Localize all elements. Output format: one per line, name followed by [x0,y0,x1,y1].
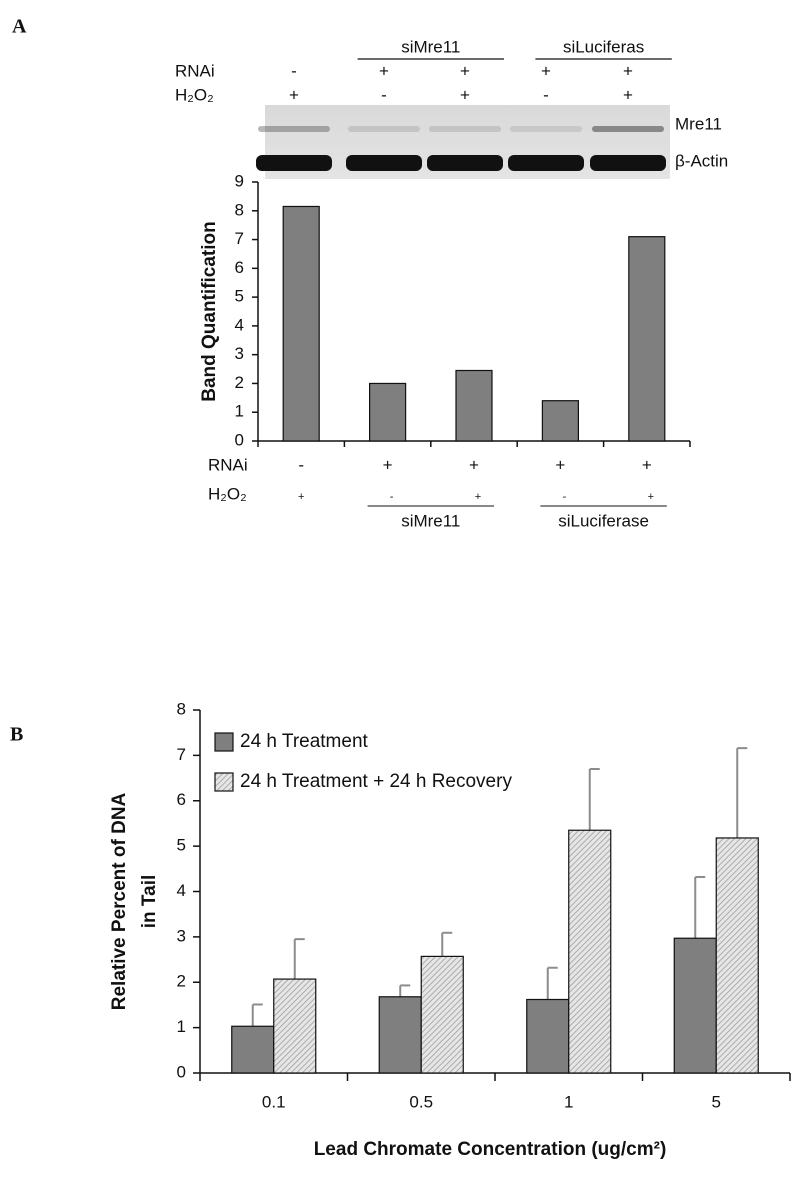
h2o2-sign: + [648,491,654,503]
y-tick-label: 0 [177,1062,186,1081]
y-tick-label: 2 [177,972,186,991]
bar [282,205,320,442]
rnai-sign: + [469,455,479,474]
legend-swatch [214,732,234,752]
group-label: siMre11 [401,511,460,530]
rnai-sign: + [642,455,652,474]
bar [541,400,580,442]
blot-sign: + [623,85,633,104]
x-tick-label: 0.5 [409,1092,433,1111]
blot-group-label: siMre11 [401,37,460,56]
h2o2-sign: - [563,491,567,503]
blot-sign: - [381,85,387,104]
y-tick-label: 8 [235,200,244,219]
y-tick-label: 1 [177,1017,186,1036]
rnai-sign: - [298,455,304,474]
row-label: H₂O₂ [208,484,247,503]
y-tick-label: 7 [235,229,244,248]
blot-row-label: H₂O₂ [175,85,214,104]
y-tick-label: 3 [177,926,186,945]
bar [378,996,422,1074]
blot-band [508,155,584,171]
x-tick-label: 0.1 [262,1092,286,1111]
bar [231,1025,275,1074]
bar [526,998,570,1074]
y-axis-label: in Tail [139,875,160,928]
y-tick-label: 6 [235,258,244,277]
blot-band [510,126,582,132]
bar [420,955,464,1074]
h2o2-sign: + [298,491,304,503]
rnai-sign: + [555,455,565,474]
h2o2-sign: + [475,491,481,503]
bar [273,978,317,1074]
y-axis-label: Relative Percent of DNA [109,792,130,1010]
y-tick-label: 5 [235,287,244,306]
y-tick-label: 3 [235,344,244,363]
blot-sign: - [291,61,297,80]
blot-band [346,155,422,171]
bar [568,829,612,1074]
blot-sign: + [460,85,470,104]
blot-band [429,126,501,132]
h2o2-sign: - [390,491,394,503]
legend-swatch [214,772,234,792]
blot-row-label: RNAi [175,61,215,80]
blot-sign: + [623,61,633,80]
rnai-sign: + [383,455,393,474]
panel-label: A [12,16,27,38]
blot-band [256,155,332,171]
y-tick-label: 2 [235,373,244,392]
row-label: RNAi [208,455,248,474]
blot-band [427,155,503,171]
blot-band [348,126,420,132]
x-tick-label: 5 [712,1092,721,1111]
y-tick-label: 1 [235,402,244,421]
legend-label: 24 h Treatment [240,731,369,752]
blot-sign: + [289,85,299,104]
group-label: siLuciferase [558,511,649,530]
blot-sign: - [543,85,549,104]
bar [455,369,493,442]
blot-sign: + [460,61,470,80]
y-tick-label: 9 [235,171,244,190]
blot-sign: + [541,61,551,80]
bar [369,382,407,442]
blot-group-label: siLuciferas [563,37,644,56]
blot-sign: + [379,61,389,80]
bar [715,837,759,1074]
y-tick-label: 5 [177,836,186,855]
y-tick-label: 0 [235,430,244,449]
blot-band [590,155,666,171]
blot-band-label: β-Actin [675,151,728,170]
y-tick-label: 6 [177,790,186,809]
blot-band-label: Mre11 [675,114,722,133]
y-tick-label: 7 [177,745,186,764]
blot-band [592,126,664,132]
y-tick-label: 4 [235,315,244,334]
y-tick-label: 8 [177,699,186,718]
legend-label: 24 h Treatment + 24 h Recovery [240,771,512,792]
blot-band [258,126,330,132]
y-tick-label: 4 [177,881,186,900]
x-tick-label: 1 [564,1092,573,1111]
panel-label: B [10,724,23,746]
x-axis-label: Lead Chromate Concentration (ug/cm²) [314,1139,667,1160]
bar [628,236,666,442]
y-axis-label: Band Quantification [199,221,220,402]
bar [673,937,717,1074]
